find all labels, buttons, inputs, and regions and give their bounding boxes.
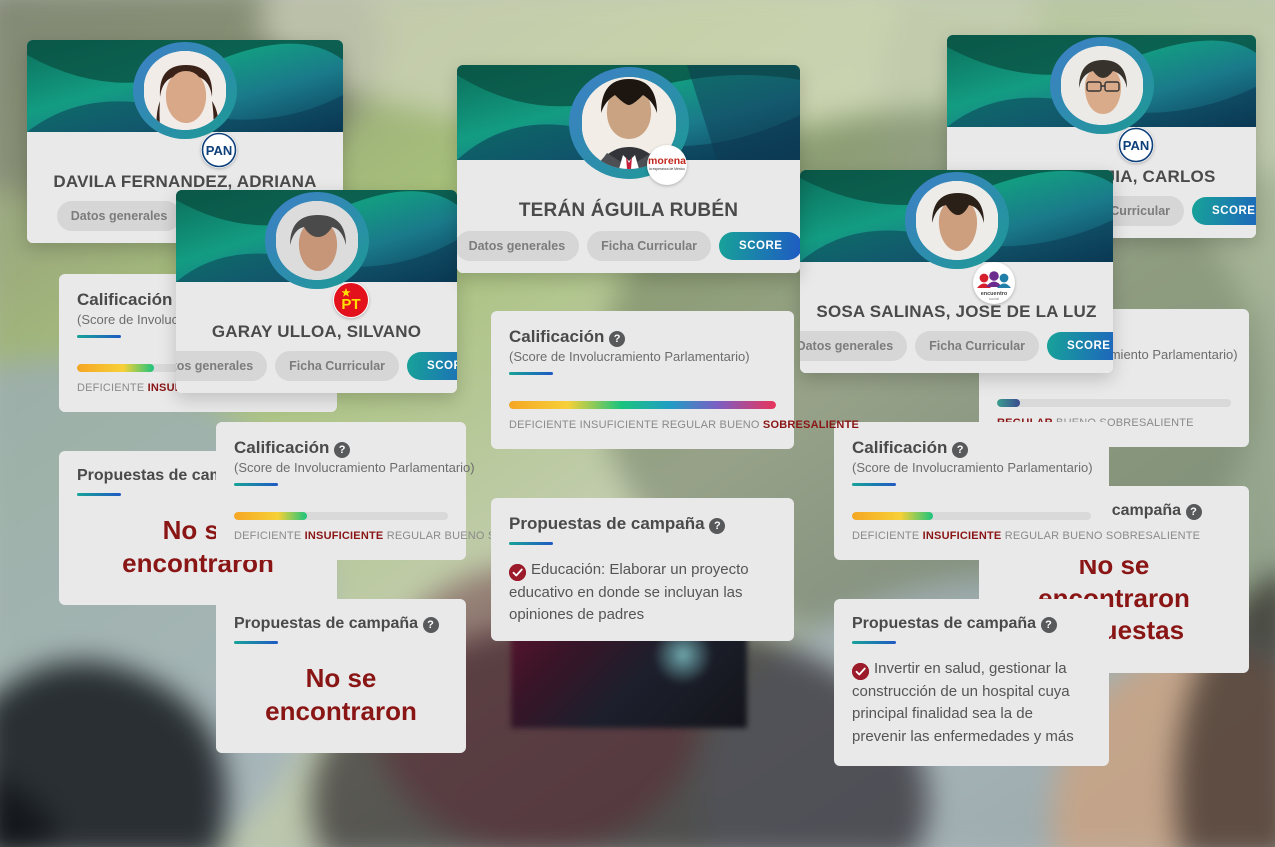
svg-text:PAN: PAN — [1122, 138, 1148, 153]
svg-text:morena: morena — [648, 155, 686, 167]
svg-text:la esperanza de México: la esperanza de México — [649, 167, 685, 171]
svg-text:PT: PT — [341, 296, 360, 313]
svg-text:social: social — [988, 296, 998, 301]
svg-text:PAN: PAN — [206, 143, 232, 158]
